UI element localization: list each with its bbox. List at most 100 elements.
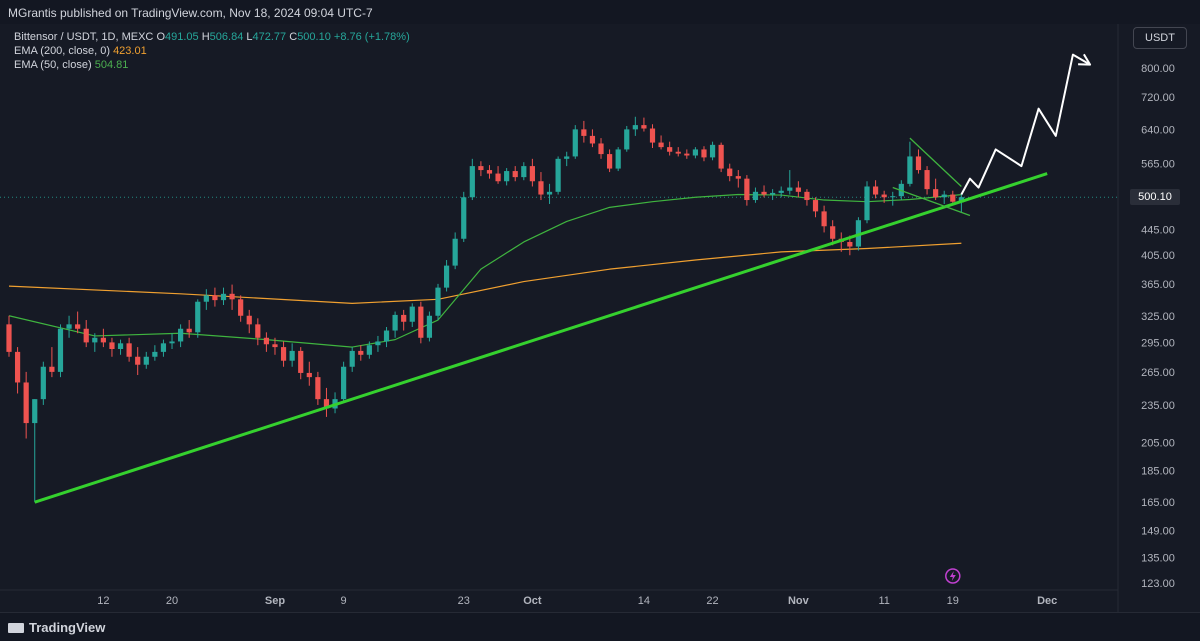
candle-body — [349, 350, 355, 367]
candle-body — [812, 200, 819, 212]
candle-body — [40, 366, 46, 400]
ema50-label: EMA (50, close) — [14, 59, 92, 71]
ohlc-row: Bittensor / USDT, 1D, MEXC O491.05 H506.… — [14, 30, 410, 44]
candle-body — [392, 314, 398, 331]
candle-body — [598, 143, 604, 155]
candle-body — [409, 306, 415, 322]
candle-body — [735, 176, 741, 179]
y-tick-label: 445.00 — [1141, 224, 1175, 236]
candle-body — [135, 356, 141, 365]
y-tick-label: 640.00 — [1141, 124, 1175, 136]
candle-body — [701, 149, 707, 158]
candle-body — [263, 337, 269, 345]
candle-body — [632, 125, 638, 130]
candle-body — [486, 170, 493, 174]
close-label: C — [289, 31, 298, 43]
currency-button[interactable]: USDT — [1133, 27, 1187, 49]
candle-body — [709, 144, 716, 158]
high-value: 506.84 — [209, 31, 244, 43]
y-tick-label: 800.00 — [1141, 63, 1175, 75]
y-tick-label: 235.00 — [1141, 400, 1175, 412]
chart-legend: Bittensor / USDT, 1D, MEXC O491.05 H506.… — [14, 30, 410, 72]
y-tick-label: 165.00 — [1141, 497, 1175, 509]
candle-body — [117, 343, 124, 349]
candle-body — [581, 129, 587, 136]
ema200-row[interactable]: EMA (200, close, 0) 423.01 — [14, 44, 410, 58]
x-tick-label: 22 — [706, 595, 718, 607]
candle-body — [649, 128, 656, 143]
candle-body — [426, 315, 433, 338]
candle-body — [555, 158, 561, 192]
candle-body — [469, 166, 475, 198]
y-tick-label: 365.00 — [1141, 279, 1175, 291]
candle-body — [761, 191, 767, 195]
candle-body — [495, 173, 501, 182]
y-tick-label: 123.00 — [1141, 578, 1175, 590]
candle-body — [401, 314, 407, 322]
candle-body — [383, 330, 390, 342]
candle-body — [255, 324, 261, 338]
candle-body — [521, 166, 527, 178]
candle-body — [504, 171, 510, 182]
x-tick-label: 19 — [947, 595, 959, 607]
candle-body — [169, 341, 175, 344]
ema50-row[interactable]: EMA (50, close) 504.81 — [14, 58, 410, 72]
candle-body — [907, 156, 913, 184]
candle-body — [452, 238, 458, 266]
y-tick-label: 325.00 — [1141, 311, 1175, 323]
x-tick-label: 12 — [97, 595, 109, 607]
candle-body — [615, 149, 621, 169]
candle-body — [358, 350, 364, 355]
x-tick-label: Nov — [788, 595, 810, 607]
candle-body — [684, 153, 690, 156]
tradingview-logo-icon — [8, 622, 24, 633]
candle-body — [478, 166, 484, 171]
candle-body — [624, 129, 630, 150]
candle-body — [744, 178, 750, 201]
candle-body — [435, 287, 441, 316]
x-tick-label: 9 — [341, 595, 347, 607]
ema200-label: EMA (200, close, 0) — [14, 45, 110, 57]
candle-body — [821, 211, 827, 227]
candle-body — [143, 356, 149, 365]
candle-body — [787, 187, 793, 191]
lightning-icon — [949, 571, 956, 581]
x-tick-label: 23 — [458, 595, 470, 607]
candle-body — [864, 186, 870, 221]
candle-body — [178, 328, 184, 342]
candle-body — [306, 372, 312, 378]
projection-arrowhead — [1078, 53, 1092, 66]
candle-body — [220, 293, 227, 301]
candle-body — [795, 187, 801, 192]
candle-body — [667, 147, 673, 152]
candle-body — [375, 341, 381, 346]
tradingview-logo[interactable]: TradingView — [8, 620, 105, 635]
y-tick-label: 135.00 — [1141, 552, 1175, 564]
candle-body — [6, 324, 12, 352]
candle-body — [804, 191, 810, 201]
candle-body — [272, 344, 278, 348]
ema50-value: 504.81 — [94, 59, 129, 71]
y-tick-label: 149.00 — [1141, 525, 1175, 537]
candle-body — [890, 196, 896, 198]
candle-body — [418, 306, 424, 338]
symbol-label[interactable]: Bittensor / USDT, 1D, MEXC — [14, 31, 154, 43]
candle-body — [23, 382, 29, 424]
tradingview-brand: TradingView — [29, 620, 106, 635]
candle-body — [229, 293, 235, 300]
candle-body — [727, 168, 733, 177]
candle-body — [66, 324, 72, 329]
candle-body — [126, 343, 132, 357]
candle-body — [752, 191, 759, 201]
candle-body — [718, 144, 724, 169]
candle-body — [280, 347, 287, 361]
candle-body — [512, 171, 518, 178]
candle-body — [933, 189, 939, 198]
y-tick-label: 405.00 — [1141, 250, 1175, 262]
candle-body — [461, 197, 467, 239]
candle-body — [641, 125, 647, 129]
candle-body — [830, 226, 836, 239]
ema50-line — [8, 193, 962, 348]
y-tick-label: 565.00 — [1141, 159, 1175, 171]
